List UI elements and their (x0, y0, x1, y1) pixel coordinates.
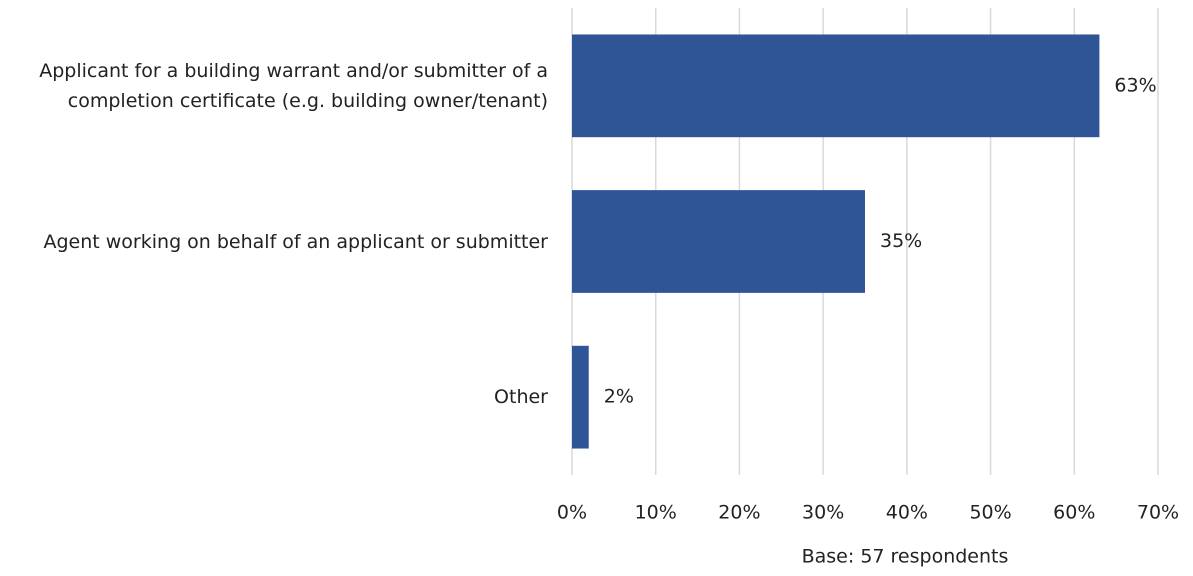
x-axis-label: Base: 57 respondents (802, 546, 1009, 568)
data-label: 2% (604, 386, 634, 408)
data-label: 35% (880, 230, 922, 252)
x-tick-label: 30% (802, 502, 844, 524)
bar (572, 34, 1100, 138)
bar (572, 345, 589, 449)
x-tick-label: 20% (718, 502, 760, 524)
x-tick-label: 70% (1137, 502, 1179, 524)
x-tick-label: 50% (969, 502, 1011, 524)
data-label: 63% (1114, 74, 1156, 96)
x-tick-label: 40% (886, 502, 928, 524)
y-tick-label: Applicant for a building warrant and/or … (39, 59, 548, 112)
x-tick-label: 10% (635, 502, 677, 524)
y-tick-label: Agent working on behalf of an applicant … (43, 230, 548, 253)
y-tick-label: Other (494, 386, 548, 409)
x-tick-label: 0% (557, 502, 587, 524)
x-tick-label: 60% (1053, 502, 1095, 524)
bar (572, 190, 865, 293)
